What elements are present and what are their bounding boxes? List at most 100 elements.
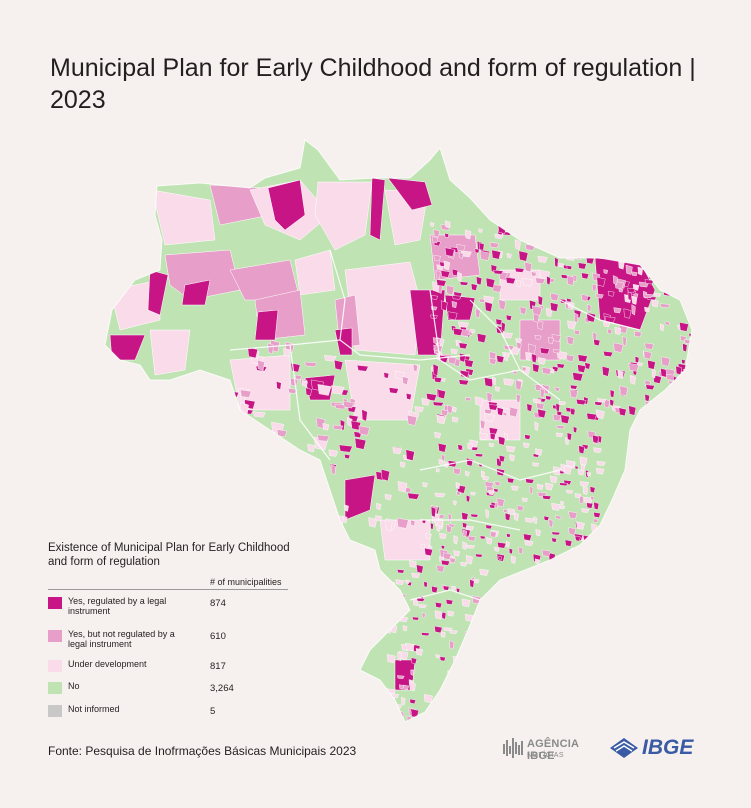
municipality <box>475 553 483 558</box>
municipality <box>343 504 349 512</box>
municipality <box>474 248 480 254</box>
municipality <box>631 271 638 277</box>
municipality <box>451 715 460 722</box>
municipality <box>533 313 540 323</box>
municipality <box>331 385 345 395</box>
municipality <box>470 714 476 722</box>
municipality <box>569 389 578 399</box>
municipality <box>591 553 600 561</box>
municipality <box>330 464 337 475</box>
municipality <box>290 377 299 387</box>
legend-count: 817 <box>210 661 226 672</box>
municipality <box>675 263 684 271</box>
municipality-patch <box>164 249 241 301</box>
municipality <box>458 321 470 328</box>
legend-count: 610 <box>210 631 226 642</box>
legend-label: Under development <box>68 659 147 669</box>
municipality <box>479 432 488 440</box>
municipality <box>577 469 585 476</box>
municipality <box>474 396 484 407</box>
agencia-ibge-logo: AGÊNCIA IBGE NOTÍCIAS <box>503 736 603 764</box>
municipality <box>682 343 688 353</box>
municipality <box>449 715 454 722</box>
municipality <box>435 602 443 609</box>
ibge-logo-text: IBGE <box>642 736 694 759</box>
municipality <box>603 351 614 357</box>
municipality <box>479 568 489 576</box>
municipality <box>552 349 561 354</box>
municipality <box>599 235 610 245</box>
municipality <box>447 311 458 321</box>
municipality <box>442 552 452 560</box>
municipality <box>579 481 590 487</box>
municipality <box>546 275 551 286</box>
municipality <box>579 495 584 505</box>
municipality <box>479 668 486 678</box>
municipality <box>580 464 586 472</box>
municipality <box>622 335 627 347</box>
municipality <box>430 506 437 518</box>
municipality <box>581 272 590 280</box>
municipality <box>436 279 447 287</box>
municipality <box>593 338 601 346</box>
municipality <box>516 341 522 350</box>
municipality <box>607 328 613 335</box>
municipality <box>555 432 564 438</box>
municipality <box>563 465 572 475</box>
municipality <box>488 427 499 435</box>
municipality <box>441 544 445 550</box>
municipality <box>486 537 493 545</box>
municipality <box>485 509 490 519</box>
municipality <box>328 449 339 457</box>
municipality <box>267 342 274 355</box>
municipality <box>639 251 649 259</box>
municipality <box>583 496 593 504</box>
municipality <box>431 585 438 594</box>
municipality <box>527 343 537 355</box>
municipality <box>552 414 562 422</box>
municipality <box>392 447 402 455</box>
municipality <box>388 387 399 394</box>
municipality <box>294 374 302 380</box>
municipality <box>565 460 576 467</box>
municipality <box>432 363 439 377</box>
legend-swatch <box>48 630 62 642</box>
municipality <box>494 233 504 239</box>
municipality <box>635 246 644 254</box>
municipality <box>431 295 438 300</box>
municipality <box>651 368 656 379</box>
municipality <box>645 384 655 390</box>
municipality <box>606 231 615 242</box>
municipality <box>435 468 440 473</box>
municipality <box>407 492 420 500</box>
municipality <box>418 604 427 609</box>
municipality <box>436 524 441 533</box>
municipality <box>464 470 470 477</box>
municipality <box>607 290 615 297</box>
municipality <box>386 654 396 664</box>
municipality <box>489 504 496 509</box>
municipality <box>457 271 463 282</box>
municipality <box>438 459 444 465</box>
municipality <box>446 678 453 688</box>
municipality <box>456 491 461 496</box>
legend-label: No <box>68 681 80 691</box>
municipality <box>686 366 691 374</box>
municipality <box>677 286 682 292</box>
municipality <box>575 535 581 542</box>
municipality <box>470 685 478 689</box>
municipality <box>550 292 560 302</box>
municipality <box>586 472 592 477</box>
municipality <box>524 261 533 273</box>
municipality <box>468 719 474 722</box>
municipality <box>592 518 599 523</box>
municipality <box>484 301 493 313</box>
municipality <box>498 436 506 446</box>
municipality <box>582 485 588 496</box>
municipality <box>453 550 461 557</box>
municipality <box>519 306 527 315</box>
municipality <box>457 444 463 451</box>
municipality <box>482 475 490 481</box>
municipality <box>601 366 610 377</box>
